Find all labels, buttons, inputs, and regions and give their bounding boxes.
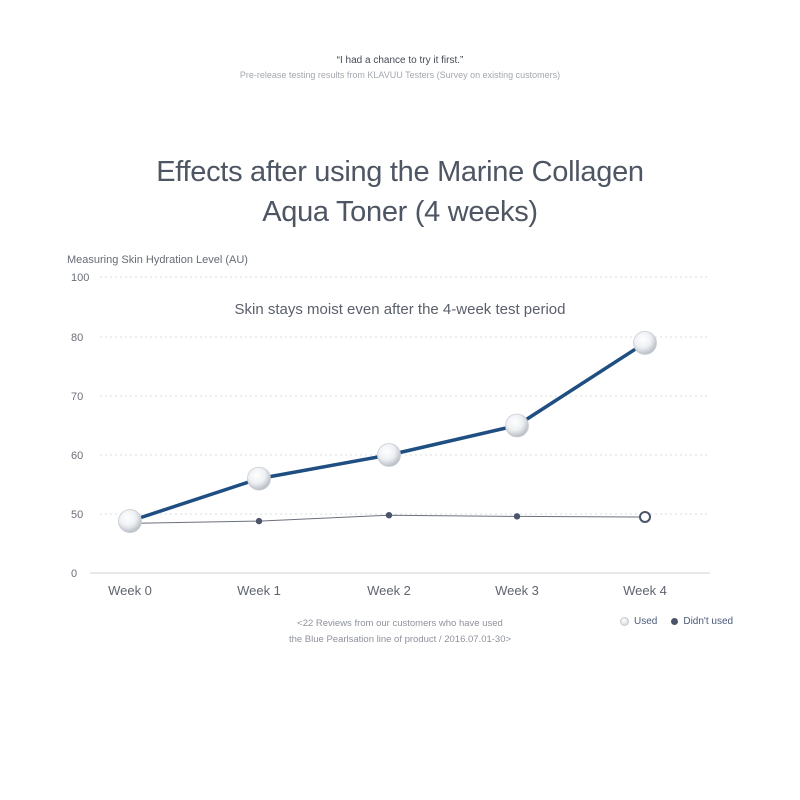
- series-markers: [118, 330, 657, 533]
- chart-annotation: Skin stays moist even after the 4-week t…: [234, 301, 566, 318]
- y-tick-label: 80: [71, 332, 83, 344]
- legend-swatch-not-used: [671, 618, 679, 625]
- x-tick-label: Week 0: [108, 583, 152, 598]
- footnote-line-2: the Blue Pearlsation line of product / 2…: [288, 634, 512, 645]
- series-lines: [129, 341, 646, 524]
- quote-text: “I had a chance to try it first.”: [336, 55, 464, 66]
- legend: Used Didn't used: [620, 616, 733, 627]
- chart-title: Effects after using the Marine Collagen …: [0, 152, 800, 232]
- x-tick-label: Week 2: [367, 583, 411, 598]
- legend-label-not-used: Didn't used: [683, 616, 734, 627]
- x-tick-label: Week 4: [623, 583, 667, 598]
- data-point: [513, 513, 521, 520]
- grid-lines: [90, 276, 710, 574]
- y-tick-label: 50: [71, 509, 83, 521]
- y-tick-label: 70: [71, 391, 83, 403]
- legend-label-used: Used: [634, 616, 658, 627]
- chart-title-line-1: Effects after using the Marine Collagen: [156, 156, 644, 188]
- y-tick-label: 0: [71, 568, 77, 580]
- y-tick-label: 100: [71, 272, 89, 284]
- y-axis-label: Measuring Skin Hydration Level (AU): [67, 254, 248, 266]
- series-line: [129, 341, 646, 523]
- legend-item-used: Used: [620, 616, 657, 627]
- data-point: [247, 466, 271, 491]
- legend-swatch-used: [620, 617, 629, 626]
- data-point: [118, 509, 142, 533]
- legend-item-not-used: Didn't used: [671, 616, 733, 627]
- data-point: [633, 330, 657, 355]
- footnote-line-1: <22 Reviews from our customers who have …: [297, 618, 503, 629]
- footnote: <22 Reviews from our customers who have …: [240, 616, 560, 648]
- x-tick-labels: Week 0 Week 1 Week 2 Week 3 Week 4: [108, 583, 667, 598]
- y-tick-labels: 0 50 60 70 80 100: [71, 272, 89, 580]
- data-point: [505, 413, 529, 438]
- x-tick-label: Week 3: [495, 583, 539, 598]
- x-tick-label: Week 1: [237, 583, 281, 598]
- data-point: [377, 443, 401, 467]
- subtitle-text: Pre-release testing results from KLAVUU …: [239, 70, 561, 80]
- y-tick-label: 60: [71, 450, 83, 462]
- chart-title-line-2: Aqua Toner (4 weeks): [262, 196, 538, 228]
- data-point: [385, 511, 393, 519]
- data-point: [255, 517, 263, 525]
- data-point: [639, 510, 651, 523]
